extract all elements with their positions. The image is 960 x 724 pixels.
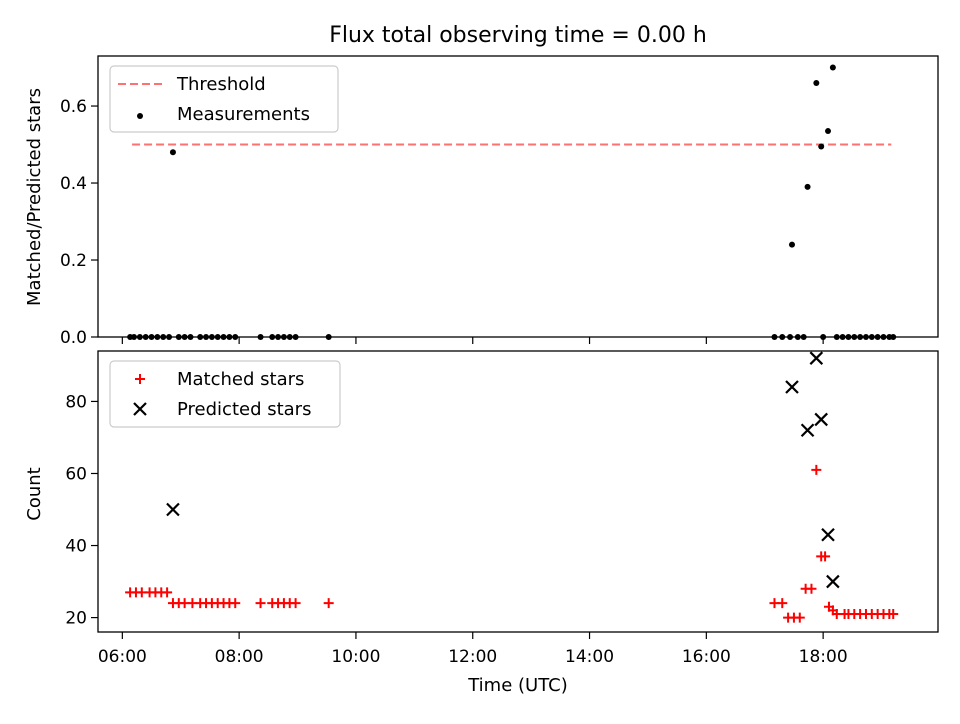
predicted-star-point	[809, 351, 824, 365]
measurement-point	[829, 64, 836, 71]
matched-star-point	[290, 598, 301, 609]
bottom-legend-box	[109, 360, 341, 428]
matched-star-point	[794, 612, 805, 623]
bottom-y-tick-label: 60	[65, 464, 87, 484]
x-tick-label: 18:00	[799, 647, 848, 667]
top-axes-frame	[97, 55, 939, 338]
predicted-star-point	[800, 423, 815, 438]
bottom-legend: Matched stars Predicted stars	[109, 360, 341, 428]
matched-star-point	[162, 587, 173, 598]
x-tick-label: 06:00	[98, 647, 147, 667]
top-y-tick-label: 0.4	[60, 174, 87, 194]
legend-label: Matched stars	[177, 369, 304, 390]
top-y-tick-label: 0.6	[60, 97, 87, 117]
matched-star-point	[806, 583, 817, 594]
top-y-tick-label: 0.0	[60, 328, 87, 348]
bottom-y-axis-label: Count	[24, 467, 45, 520]
legend-predicted-swatch	[133, 402, 147, 416]
chart-title: Flux total observing time = 0.00 h	[329, 23, 707, 48]
top-y-axis-label: Matched/Predicted stars	[24, 88, 45, 306]
bottom-plot-area: 20 40 60 80 06:00 08:00 10:00 12:00 14:00 16:00 18…	[65, 350, 939, 667]
measurement-point	[804, 183, 811, 190]
x-axis-label: Time (UTC)	[467, 675, 568, 696]
matched-star-point	[888, 608, 899, 619]
bottom-y-tick-label: 20	[65, 609, 87, 629]
measurement-point	[813, 79, 820, 86]
x-tick-label: 10:00	[331, 647, 380, 667]
predicted-star-point	[166, 502, 180, 517]
x-tick-label: 16:00	[682, 647, 731, 667]
legend-label: Predicted stars	[177, 399, 311, 420]
x-tick-label: 12:00	[448, 647, 497, 667]
measurement-point	[788, 241, 795, 248]
predicted-star-point	[785, 380, 799, 394]
bottom-y-tick-label: 40	[65, 537, 87, 557]
legend-label: Measurements	[177, 104, 310, 125]
legend-matched-swatch	[135, 374, 145, 384]
top-plot-area: 0.0 0.2 0.4 0.6 Threshold Measurements	[60, 55, 939, 348]
measurement-point	[825, 128, 832, 135]
legend-label: Threshold	[176, 74, 266, 95]
top-legend: Threshold Measurements	[109, 65, 339, 133]
measurement-point	[818, 143, 825, 150]
x-tick-label: 08:00	[215, 647, 264, 667]
bottom-y-tick-label: 80	[65, 392, 87, 412]
predicted-star-point	[821, 527, 835, 542]
top-y-tick-label: 0.2	[60, 251, 87, 271]
x-tick-label: 14:00	[565, 647, 614, 667]
predicted-star-point	[826, 574, 840, 589]
legend-measurement-swatch	[137, 113, 143, 119]
matched-star-point	[323, 598, 334, 609]
bottom-axes-frame	[97, 350, 939, 633]
measurement-point	[169, 149, 176, 156]
matched-star-point	[811, 464, 822, 475]
matched-star-point	[820, 551, 831, 562]
matched-star-point	[255, 598, 266, 609]
matched-star-point	[777, 598, 788, 609]
predicted-star-point	[814, 412, 828, 427]
matched-star-point	[230, 598, 241, 609]
top-legend-box	[109, 65, 339, 133]
